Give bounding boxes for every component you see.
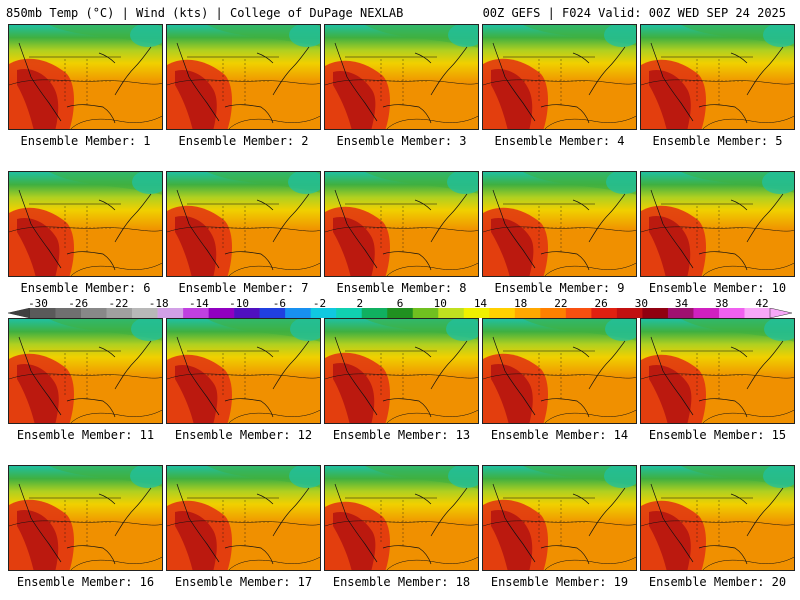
panel-label: Ensemble Member: 9 (494, 281, 625, 295)
colorbar-tick-label: 6 (396, 297, 404, 310)
panel-label: Ensemble Member: 13 (332, 428, 471, 442)
panel-label: Ensemble Member: 20 (648, 575, 787, 589)
temperature-map (166, 171, 321, 277)
temperature-map (324, 171, 479, 277)
panel-label: Ensemble Member: 7 (178, 281, 309, 295)
colorbar-swatches (8, 308, 792, 318)
panel-label: Ensemble Member: 10 (648, 281, 787, 295)
temperature-map (482, 171, 637, 277)
panel-label: Ensemble Member: 4 (494, 134, 625, 148)
panel-label: Ensemble Member: 14 (490, 428, 629, 442)
temperature-map (324, 24, 479, 130)
colorbar-min-arrow (8, 308, 31, 318)
colorbar-swatch (336, 308, 363, 318)
colorbar-swatch (744, 308, 771, 318)
colorbar-swatch (412, 308, 439, 318)
colorbar-tick-label: 42 (755, 297, 769, 310)
colorbar-swatch (387, 308, 414, 318)
colorbar-tick-label: -18 (148, 297, 169, 310)
colorbar-tick-label: -30 (28, 297, 48, 310)
valid-time-title: 00Z GEFS | F024 Valid: 00Z WED SEP 24 20… (482, 6, 786, 20)
colorbar-swatch (540, 308, 567, 318)
colorbar-swatch (489, 308, 516, 318)
colorbar-swatch (514, 308, 541, 318)
panel-label: Ensemble Member: 3 (336, 134, 467, 148)
temperature-map (640, 24, 795, 130)
panel-label: Ensemble Member: 6 (20, 281, 151, 295)
panel-label: Ensemble Member: 19 (490, 575, 629, 589)
colorbar-swatch (463, 308, 490, 318)
temperature-map (166, 24, 321, 130)
panel-label: Ensemble Member: 11 (16, 428, 155, 442)
panel-label: Ensemble Member: 8 (336, 281, 467, 295)
panel-label: Ensemble Member: 18 (332, 575, 471, 589)
temperature-map (8, 318, 163, 424)
colorbar-swatch (591, 308, 618, 318)
colorbar-swatch (106, 308, 133, 318)
temperature-map (8, 465, 163, 571)
colorbar-max-arrow (769, 308, 792, 318)
colorbar-tick-label: 22 (554, 297, 568, 310)
colorbar-swatch (132, 308, 158, 318)
colorbar-tick-label: -22 (108, 297, 129, 310)
colorbar-swatch (30, 308, 56, 318)
panel-label: Ensemble Member: 16 (16, 575, 155, 589)
temperature-map (640, 465, 795, 571)
colorbar-tick-label: 18 (514, 297, 528, 310)
colorbar-swatch (183, 308, 209, 318)
temperature-map (8, 171, 163, 277)
temperature-map (8, 24, 163, 130)
colorbar-tick-label: 38 (715, 297, 729, 310)
colorbar-tick-label: -14 (188, 297, 209, 310)
temperature-colorbar: -30 -26 -22 -18 -14 -10 -6 -2 2 6 10 14 18 22 26 30 34 38… (8, 297, 792, 318)
temperature-map (482, 465, 637, 571)
colorbar-tick-label: 34 (674, 297, 689, 310)
colorbar-swatch (642, 308, 669, 318)
colorbar-swatch (565, 308, 592, 318)
colorbar-swatch (718, 308, 745, 318)
colorbar-swatch (693, 308, 720, 318)
panel-label: Ensemble Member: 1 (20, 134, 151, 148)
colorbar-tick-label: 2 (356, 297, 364, 310)
colorbar-swatch (667, 308, 694, 318)
panel-label: Ensemble Member: 2 (178, 134, 309, 148)
temperature-map (166, 318, 321, 424)
temperature-map (640, 318, 795, 424)
colorbar-tick-label: -6 (272, 297, 286, 310)
colorbar-tick-label: -10 (229, 297, 250, 310)
colorbar-swatch (285, 308, 311, 318)
colorbar-swatch (55, 308, 82, 318)
colorbar-tick-label: 10 (433, 297, 447, 310)
temperature-map (324, 465, 479, 571)
page-title: 850mb Temp (°C) | Wind (kts) | College o… (6, 6, 404, 20)
colorbar-swatch (259, 308, 286, 318)
colorbar-tick-label: 30 (634, 297, 648, 310)
colorbar-swatch (234, 308, 260, 318)
colorbar-swatch (438, 308, 465, 318)
colorbar-swatch (616, 308, 643, 318)
panel-label: Ensemble Member: 12 (174, 428, 313, 442)
colorbar-swatch (361, 308, 388, 318)
temperature-map (640, 171, 795, 277)
colorbar-tick-label: 14 (473, 297, 488, 310)
colorbar-tick-label: -2 (312, 297, 327, 310)
colorbar-swatch (81, 308, 107, 318)
temperature-map (482, 24, 637, 130)
temperature-map (482, 318, 637, 424)
colorbar-tick-label: 26 (594, 297, 608, 310)
panel-label: Ensemble Member: 15 (648, 428, 787, 442)
temperature-map (166, 465, 321, 571)
colorbar-swatch (208, 308, 235, 318)
colorbar-swatch (310, 308, 337, 318)
temperature-map (324, 318, 479, 424)
colorbar-tick-label: -26 (68, 297, 89, 310)
colorbar-swatch (157, 308, 184, 318)
panel-label: Ensemble Member: 5 (652, 134, 783, 148)
panel-label: Ensemble Member: 17 (174, 575, 313, 589)
